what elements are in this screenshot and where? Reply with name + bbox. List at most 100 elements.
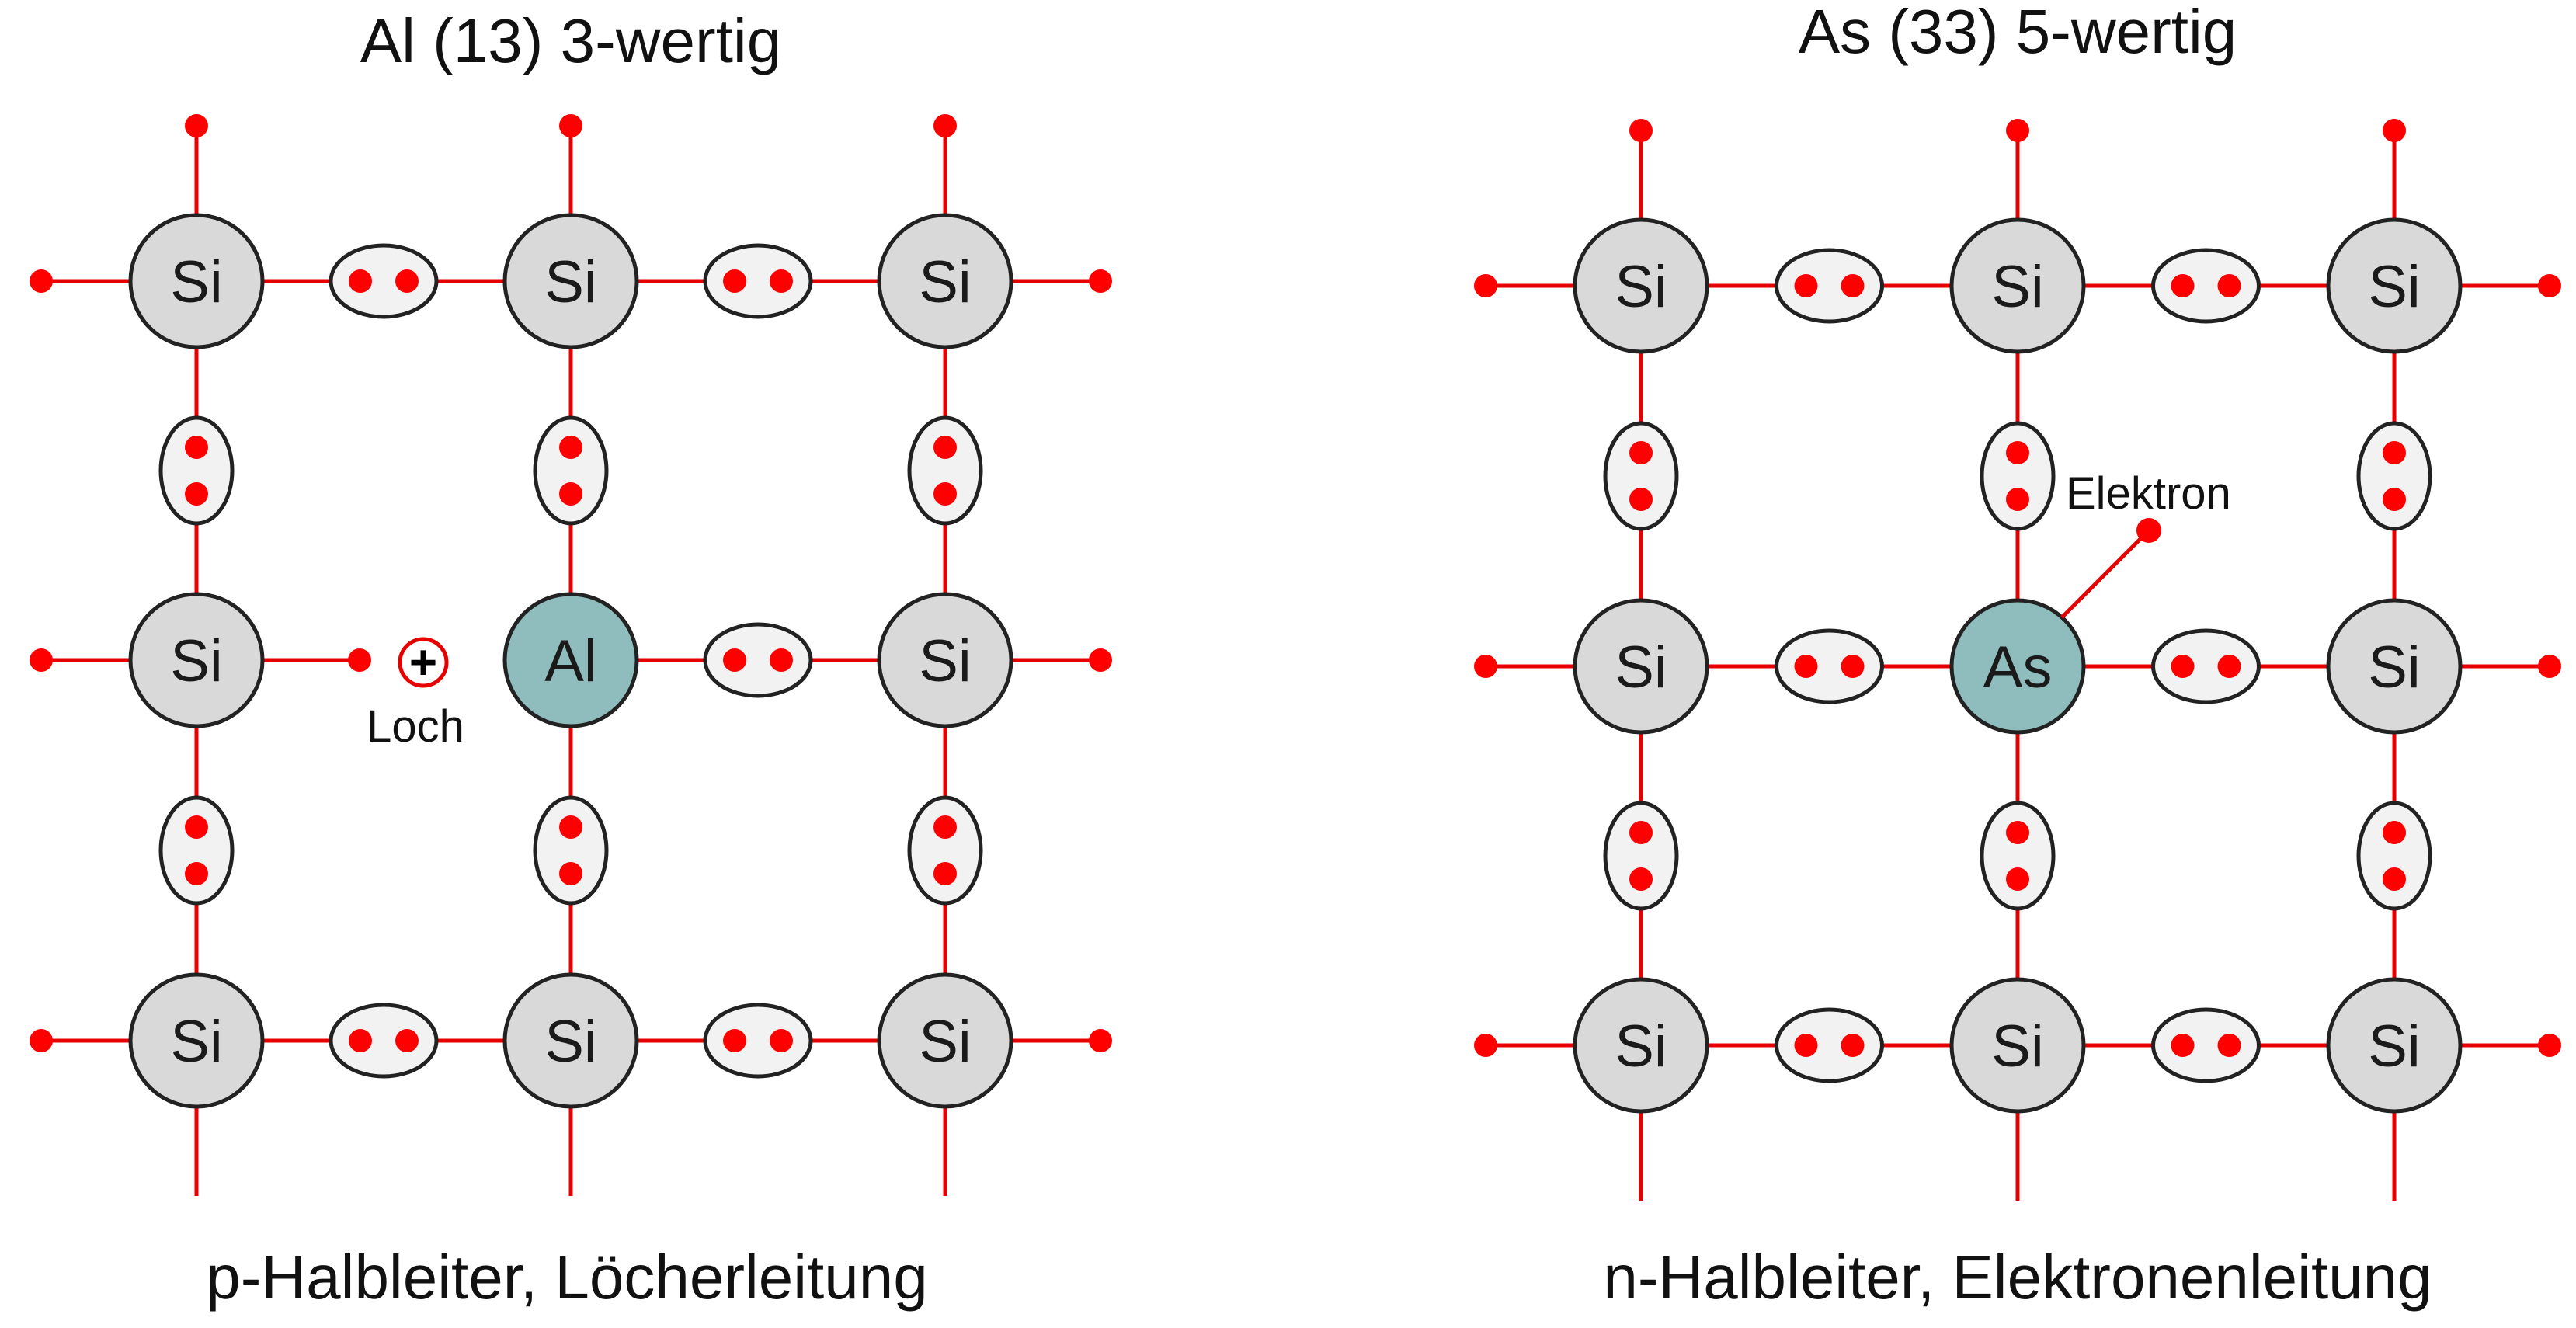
bond-electron bbox=[2383, 441, 2406, 464]
bond-electron bbox=[770, 648, 793, 672]
bond-electron bbox=[770, 269, 793, 293]
terminal-electron bbox=[1089, 269, 1112, 293]
electron-pair-ellipse bbox=[533, 795, 609, 906]
silicon-atom bbox=[502, 213, 639, 349]
bond-electron bbox=[2006, 821, 2029, 844]
silicon-atom bbox=[1573, 217, 1709, 354]
bond-electron bbox=[1794, 1034, 1818, 1057]
terminal-electron bbox=[1089, 648, 1112, 672]
atom-label: Si bbox=[170, 628, 223, 694]
silicon-atom bbox=[2326, 977, 2463, 1114]
terminal-electron bbox=[2383, 119, 2406, 142]
electron-pairs-layer bbox=[158, 243, 2432, 1083]
hole-circle bbox=[398, 637, 449, 688]
terminal-electron bbox=[1474, 274, 1497, 297]
bond-electron bbox=[185, 482, 208, 506]
bond-electron bbox=[2217, 655, 2241, 678]
electron-pair-ellipse bbox=[158, 415, 235, 526]
atom-label: Si bbox=[919, 628, 972, 694]
hole-label: Loch bbox=[367, 701, 464, 752]
bond-electron bbox=[723, 648, 746, 672]
electron-pair-ellipse bbox=[2151, 1007, 2261, 1083]
bond-electron bbox=[2171, 1034, 2195, 1057]
terminal-electron bbox=[559, 114, 582, 137]
electron-pair-ellipse bbox=[533, 415, 609, 526]
bond-electron bbox=[559, 862, 582, 885]
bond-electron bbox=[1629, 488, 1653, 511]
unpaired-electron bbox=[348, 648, 371, 672]
silicon-atom bbox=[128, 213, 265, 349]
bond-electron bbox=[185, 862, 208, 885]
bond-electron bbox=[1629, 441, 1653, 464]
bond-electron bbox=[1841, 1034, 1865, 1057]
electron-pair-ellipse bbox=[1980, 421, 2056, 531]
bond-electron bbox=[395, 1029, 419, 1052]
bond-electron bbox=[1629, 867, 1653, 891]
electron-pair-ellipse bbox=[2356, 801, 2432, 911]
atom-label: Si bbox=[1615, 254, 1667, 320]
atom-label: Si bbox=[1615, 1013, 1667, 1079]
atom-label: Al bbox=[544, 628, 597, 694]
silicon-atom bbox=[1573, 977, 1709, 1114]
atom-label: Si bbox=[2368, 1013, 2421, 1079]
silicon-atom bbox=[1573, 598, 1709, 735]
bond-electron bbox=[933, 862, 957, 885]
dopant-atom bbox=[1949, 598, 2086, 735]
bond-electron bbox=[559, 436, 582, 459]
hole-plus-icon: + bbox=[409, 636, 437, 690]
bond-electron bbox=[2383, 867, 2406, 891]
terminal-electron bbox=[1089, 1029, 1112, 1052]
atom-label: Si bbox=[544, 1009, 597, 1075]
bond-electron bbox=[2383, 488, 2406, 511]
terminal-electron bbox=[2006, 119, 2029, 142]
bond-electron bbox=[933, 482, 957, 506]
bond-electron bbox=[2383, 821, 2406, 844]
electron-pair-ellipse bbox=[1775, 628, 1884, 704]
left-panel-caption: p-Halbleiter, Löcherleitung bbox=[206, 1243, 927, 1312]
bond-electron bbox=[349, 269, 372, 293]
electron-pointer-line bbox=[2060, 529, 2150, 619]
silicon-atom bbox=[877, 592, 1013, 728]
atom-label: Si bbox=[170, 249, 223, 315]
hole-marker: + bbox=[398, 636, 449, 690]
bond-electron bbox=[1841, 274, 1865, 297]
bond-electron bbox=[723, 269, 746, 293]
bond-electron bbox=[559, 815, 582, 839]
bond-electron bbox=[349, 1029, 372, 1052]
silicon-atom bbox=[502, 972, 639, 1109]
electron-pair-ellipse bbox=[703, 622, 813, 698]
electron-pair-ellipse bbox=[907, 415, 983, 526]
atom-label: Si bbox=[919, 1009, 972, 1075]
silicon-atom bbox=[128, 972, 265, 1109]
silicon-atom bbox=[877, 972, 1013, 1109]
bond-electron bbox=[2171, 274, 2195, 297]
dopant-atom bbox=[502, 592, 639, 728]
terminal-electron bbox=[185, 114, 208, 137]
electron-pair-ellipse bbox=[2356, 421, 2432, 531]
terminal-electron bbox=[1474, 1034, 1497, 1057]
bond-electron bbox=[185, 436, 208, 459]
electron-pair-ellipse bbox=[158, 795, 235, 906]
atoms-layer: Si Si Si Si Al Si Si Si Si Si Si Si Si As Si Si Si Si bbox=[128, 213, 2463, 1114]
free-electron-dot bbox=[2136, 518, 2161, 543]
silicon-atom bbox=[1949, 977, 2086, 1114]
silicon-atom bbox=[877, 213, 1013, 349]
bond-electron bbox=[2217, 274, 2241, 297]
atom-label: Si bbox=[2368, 634, 2421, 701]
bond-electron bbox=[2006, 488, 2029, 511]
electron-pair-ellipse bbox=[2151, 248, 2261, 324]
electron-pair-ellipse bbox=[1775, 1007, 1884, 1083]
bond-electron bbox=[770, 1029, 793, 1052]
terminal-electron bbox=[1474, 655, 1497, 678]
electron-pair-ellipse bbox=[1775, 248, 1884, 324]
bond-electron bbox=[2006, 867, 2029, 891]
atom-label: Si bbox=[1991, 1013, 2044, 1079]
bond-electron bbox=[1629, 821, 1653, 844]
electron-pair-ellipse bbox=[2151, 628, 2261, 704]
bond-electron bbox=[2171, 655, 2195, 678]
terminal-electron bbox=[30, 1029, 53, 1052]
bond-electron bbox=[933, 436, 957, 459]
terminal-electron bbox=[1629, 119, 1653, 142]
silicon-atom bbox=[2326, 217, 2463, 354]
